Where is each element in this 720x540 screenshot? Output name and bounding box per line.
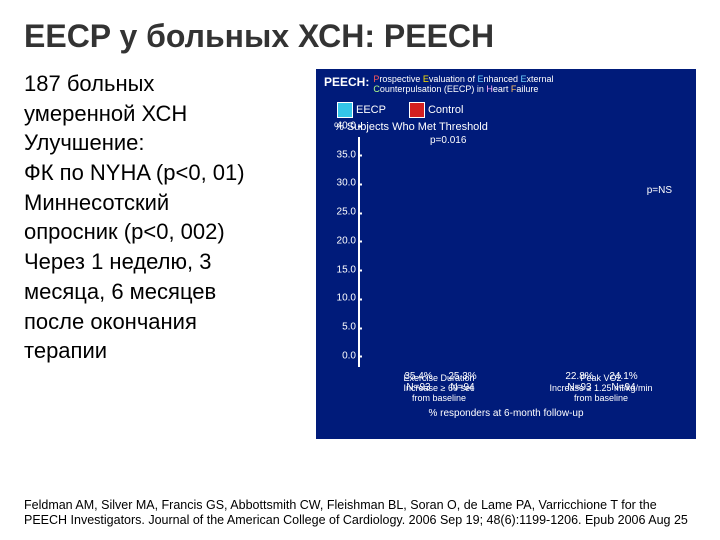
t: ounterpulsation (EECP) in <box>380 84 487 94</box>
legend-item-control: Control <box>410 103 463 117</box>
chart-header: PEECH: Prospective Evaluation of Enhance… <box>324 75 688 95</box>
y-tick: 10.0 <box>326 293 356 304</box>
t: eart <box>493 84 511 94</box>
t: rospective <box>379 74 423 84</box>
bar-value-label: 35.4%N=93 <box>398 371 440 393</box>
citation: Feldman AM, Silver MA, Francis GS, Abbot… <box>24 498 696 528</box>
chart-panel: PEECH: Prospective Evaluation of Enhance… <box>316 69 696 439</box>
text-line: Через 1 неделю, 3 <box>24 247 304 277</box>
bar-value-label: 22.8%N=93 <box>559 371 601 393</box>
legend-label: EECP <box>356 104 386 116</box>
text-line: 187 больных <box>24 69 304 99</box>
text-line: ФК по NYHA (p<0, 01) <box>24 158 304 188</box>
swatch-eecp <box>338 103 352 117</box>
legend: EECP Control <box>338 103 688 117</box>
swatch-control <box>410 103 424 117</box>
y-tick: 25.0 <box>326 207 356 218</box>
text-line: опросник (p<0, 002) <box>24 217 304 247</box>
p-value: p=NS <box>647 185 672 196</box>
text-line: Улучшение: <box>24 128 304 158</box>
y-tick: 40.0 <box>326 120 356 131</box>
chart-footer: % responders at 6-month follow-up <box>324 408 688 419</box>
bar-value-label: 25.3%N=94 <box>442 371 484 393</box>
p-value: p=0.016 <box>430 135 466 146</box>
y-tick: 5.0 <box>326 322 356 333</box>
slide-title: EECP у больных ХСН: PEECH <box>24 18 696 55</box>
text-line: терапии <box>24 336 304 366</box>
t: ailure <box>516 84 538 94</box>
y-tick: 35.0 <box>326 149 356 160</box>
peech-expansion: Prospective Evaluation of Enhanced Exter… <box>373 75 553 95</box>
bar-value-label: 24.1%N=94 <box>603 371 645 393</box>
y-tick: 20.0 <box>326 235 356 246</box>
slide: EECP у больных ХСН: PEECH 187 больных ум… <box>0 0 720 540</box>
t: nhanced <box>483 74 520 84</box>
bar-groups: 35.4%N=9325.3%N=9422.8%N=9324.1%N=94 <box>360 137 682 367</box>
text-line: после окончания <box>24 307 304 337</box>
text-line: месяца, 6 месяцев <box>24 277 304 307</box>
x-label: Peak VO2Increase ≥ 1.25 ml/kg/minfrom ba… <box>536 373 666 404</box>
t: valuation of <box>429 74 478 84</box>
y-tick: 30.0 <box>326 178 356 189</box>
y-tick: 0.0 <box>326 350 356 361</box>
legend-label: Control <box>428 104 463 116</box>
y-tick: 15.0 <box>326 264 356 275</box>
content-row: 187 больных умеренной ХСН Улучшение: ФК … <box>24 69 696 439</box>
plot-area: 35.4%N=9325.3%N=9422.8%N=9324.1%N=94 0.0… <box>358 137 682 367</box>
legend-item-eecp: EECP <box>338 103 386 117</box>
chart-subtitle: % Subjects Who Met Threshold <box>334 121 688 133</box>
peech-label: PEECH: <box>324 75 369 89</box>
t: xternal <box>527 74 554 84</box>
text-line: Миннесотский <box>24 188 304 218</box>
text-line: умеренной ХСН <box>24 99 304 129</box>
left-text: 187 больных умеренной ХСН Улучшение: ФК … <box>24 69 304 439</box>
